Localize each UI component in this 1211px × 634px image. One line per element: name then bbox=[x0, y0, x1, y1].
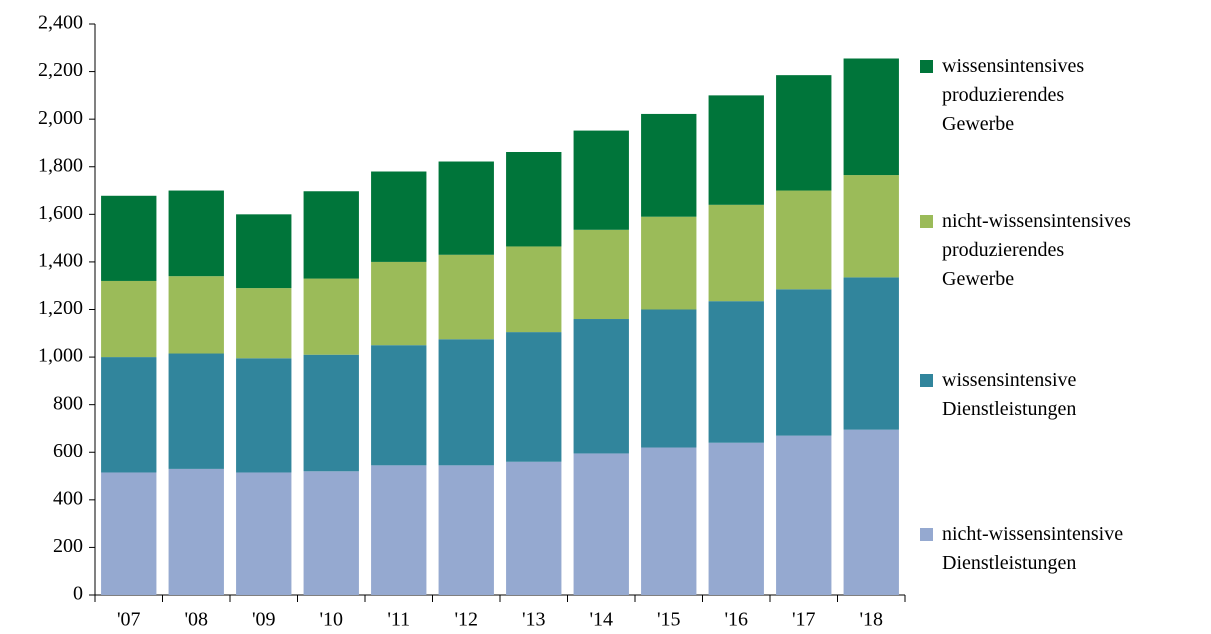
x-tick-label: '15 bbox=[657, 609, 681, 631]
x-tick-label: '08 bbox=[184, 609, 208, 631]
bar-segment bbox=[168, 353, 224, 469]
bar-segment bbox=[303, 354, 359, 472]
legend-entry: wissensintensives produzierendes Gewerbe bbox=[920, 52, 1084, 139]
x-tick-label: '10 bbox=[319, 609, 343, 631]
bar-segment bbox=[776, 289, 832, 436]
x-tick-label: '16 bbox=[724, 609, 748, 631]
legend-label: nicht-wissensintensives produzierendes G… bbox=[942, 210, 1131, 290]
bar-segment bbox=[641, 216, 697, 310]
y-tick-label: 600 bbox=[53, 440, 83, 462]
bar-segment bbox=[236, 288, 292, 359]
bar-segment bbox=[371, 345, 427, 466]
x-tick-label: '14 bbox=[589, 609, 613, 631]
bar-segment bbox=[438, 161, 494, 255]
legend-entry: nicht-wissensintensive Dienstleistungen bbox=[920, 520, 1123, 578]
bar-segment bbox=[438, 465, 494, 595]
legend-label: nicht-wissensintensive Dienstleistungen bbox=[942, 523, 1124, 574]
x-tick-label: '18 bbox=[859, 609, 883, 631]
legend-swatch bbox=[920, 528, 933, 541]
bar-segment bbox=[101, 472, 157, 595]
y-tick-label: 1,800 bbox=[38, 154, 83, 176]
bar-segment bbox=[641, 309, 697, 448]
bar-segment bbox=[506, 461, 562, 595]
y-tick-label: 400 bbox=[53, 487, 83, 509]
x-tick-label: '12 bbox=[454, 609, 478, 631]
bar-segment bbox=[641, 447, 697, 595]
y-tick-label: 2,000 bbox=[38, 107, 83, 129]
bar-segment bbox=[506, 332, 562, 462]
bar-segment bbox=[438, 254, 494, 340]
y-tick-label: 2,400 bbox=[38, 12, 83, 34]
y-tick-label: 200 bbox=[53, 535, 83, 557]
bar-segment bbox=[708, 442, 764, 595]
bar-segment bbox=[236, 472, 292, 595]
bar-segment bbox=[168, 468, 224, 595]
bar-segment bbox=[776, 435, 832, 595]
x-tick-label: '11 bbox=[387, 609, 410, 631]
bar-segment bbox=[101, 357, 157, 473]
bar-segment bbox=[843, 277, 899, 430]
bar-segment bbox=[573, 453, 629, 595]
legend-swatch bbox=[920, 374, 933, 387]
x-tick-label: '07 bbox=[117, 609, 141, 631]
bar-segment bbox=[506, 246, 562, 333]
x-tick-label: '17 bbox=[792, 609, 816, 631]
bar-segment bbox=[708, 204, 764, 302]
bar-segment bbox=[708, 301, 764, 443]
legend-swatch bbox=[920, 215, 933, 228]
legend-entry: nicht-wissensintensives produzierendes G… bbox=[920, 207, 1131, 294]
bar-segment bbox=[641, 113, 697, 217]
bar-segment bbox=[776, 75, 832, 191]
y-tick-label: 2,200 bbox=[38, 59, 83, 81]
bar-segment bbox=[573, 130, 629, 230]
y-tick-label: 1,200 bbox=[38, 297, 83, 319]
bar-segment bbox=[843, 58, 899, 176]
y-tick-label: 1,600 bbox=[38, 202, 83, 224]
bar-segment bbox=[371, 171, 427, 262]
bar-segment bbox=[573, 229, 629, 320]
legend-entry: wissensintensive Dienstleistungen bbox=[920, 366, 1076, 424]
bar-segment bbox=[101, 195, 157, 281]
bar-segment bbox=[303, 191, 359, 279]
bar-segment bbox=[506, 151, 562, 247]
bar-segment bbox=[303, 278, 359, 355]
bar-segment bbox=[101, 280, 157, 358]
bar-segment bbox=[573, 319, 629, 454]
x-tick-label: '09 bbox=[252, 609, 276, 631]
y-tick-label: 1,000 bbox=[38, 345, 83, 367]
y-tick-label: 800 bbox=[53, 392, 83, 414]
legend-swatch bbox=[920, 60, 933, 73]
bar-segment bbox=[776, 190, 832, 290]
y-tick-label: 0 bbox=[73, 583, 83, 605]
bar-segment bbox=[168, 276, 224, 354]
bar-segment bbox=[168, 190, 224, 277]
bar-segment bbox=[843, 175, 899, 278]
y-tick-label: 1,400 bbox=[38, 250, 83, 272]
bar-segment bbox=[371, 261, 427, 346]
bar-segment bbox=[371, 465, 427, 595]
bar-segment bbox=[438, 339, 494, 466]
legend-label: wissensintensive Dienstleistungen bbox=[942, 369, 1077, 420]
bar-segment bbox=[236, 214, 292, 289]
legend-label: wissensintensives produzierendes Gewerbe bbox=[942, 55, 1085, 135]
bar-segment bbox=[303, 471, 359, 595]
bar-segment bbox=[236, 358, 292, 473]
bar-segment bbox=[843, 429, 899, 595]
x-tick-label: '13 bbox=[522, 609, 546, 631]
bar-segment bbox=[708, 95, 764, 205]
